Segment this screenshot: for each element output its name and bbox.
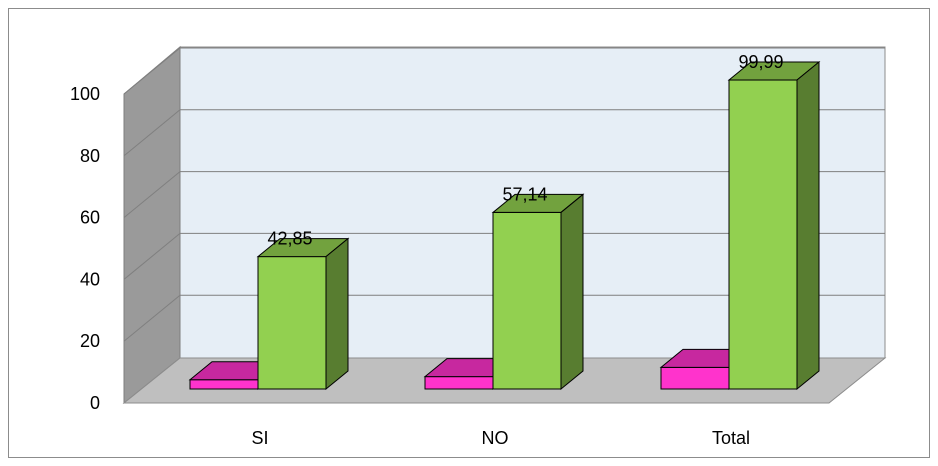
x-tick-label: Total — [712, 428, 750, 448]
bar-pink-front — [660, 366, 730, 390]
bar-green-side — [796, 60, 820, 391]
gridline-side — [123, 233, 181, 280]
y-tick-label: 0 — [90, 393, 100, 413]
data-label: 42,85 — [267, 229, 312, 249]
gridline-side — [123, 47, 181, 95]
bar-green-front — [728, 79, 798, 390]
side-wall — [123, 45, 181, 405]
bar-green-side — [560, 193, 584, 391]
y-tick-label: 40 — [80, 269, 100, 289]
y-tick-label: 80 — [80, 146, 100, 166]
y-tick-label: 20 — [80, 331, 100, 351]
data-label: 99,99 — [738, 52, 783, 72]
y-tick-label: 100 — [70, 84, 100, 104]
bar-green-front — [257, 256, 327, 390]
bar-pink-front — [424, 376, 494, 390]
bar-green-front — [492, 211, 562, 390]
bar-pink-front — [189, 379, 259, 390]
data-label: 57,14 — [502, 184, 547, 204]
y-tick-label: 60 — [80, 208, 100, 228]
gridline-side — [123, 109, 181, 157]
gridline-side — [123, 171, 181, 218]
gridline-side — [123, 294, 181, 342]
bar-green-side — [325, 237, 349, 391]
x-tick-label: SI — [251, 428, 268, 448]
x-tick-label: NO — [482, 428, 509, 448]
